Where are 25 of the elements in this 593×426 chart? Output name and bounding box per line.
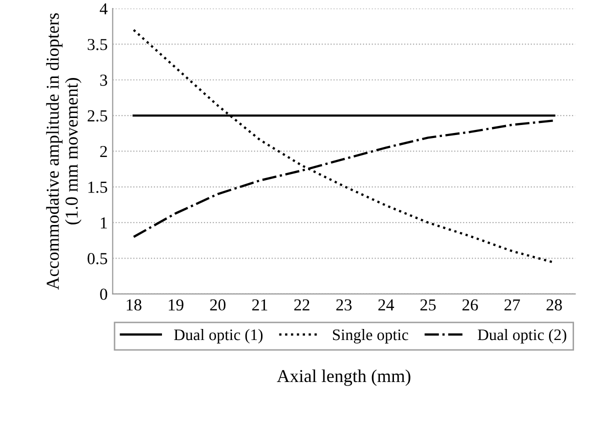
y-tick-label: 2: [100, 146, 107, 158]
y-tick-label: 0.5: [88, 252, 108, 264]
legend-label: Dual optic (2): [478, 328, 566, 344]
x-tick-label: 26: [462, 299, 478, 311]
y-tick-label: 1.5: [88, 182, 108, 193]
y-tick-label: 3: [100, 74, 108, 86]
x-tick-label: 25: [420, 299, 436, 311]
y-tick-label: 0: [100, 288, 108, 300]
y-tick-label: 4: [100, 3, 108, 14]
x-tick-label: 23: [336, 299, 352, 311]
x-tick-label: 21: [252, 299, 268, 310]
x-tick-label: 19: [168, 299, 184, 311]
y-axis-title: Accommodative amplitude in diopters (1.0 mm movement): [46, 13, 82, 290]
x-tick-label: 27: [504, 299, 520, 310]
y-tick-label: 3.5: [88, 38, 108, 50]
y-tick-label: 1: [100, 217, 107, 228]
x-tick-label: 18: [126, 299, 142, 311]
y-tick-label: 2.5: [88, 110, 108, 122]
x-tick-label: 24: [378, 299, 394, 310]
legend-label: Dual optic (1): [174, 328, 263, 344]
x-tick-label: 20: [210, 299, 226, 311]
x-tick-label: 22: [294, 299, 310, 310]
legend-label: Single optic: [332, 328, 408, 344]
x-tick-label: 28: [546, 299, 562, 311]
x-axis-title: Axial length (mm): [276, 369, 410, 386]
